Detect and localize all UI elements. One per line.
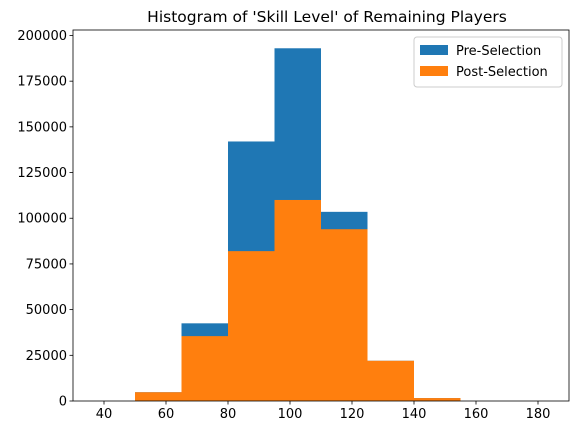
x-tick-label-120: 120	[340, 407, 365, 422]
y-tick-label-100000: 100000	[17, 212, 67, 227]
y-tick-label-50000: 50000	[26, 303, 67, 318]
bars-group	[135, 48, 461, 402]
x-tick-label-160: 160	[464, 407, 489, 422]
x-tick-label-40: 40	[96, 407, 113, 422]
post-selection-bar-5	[321, 229, 368, 401]
legend-swatch-1	[420, 66, 448, 76]
post-selection-bar-1	[135, 392, 182, 401]
post-selection-bar-2	[181, 336, 228, 401]
legend: Pre-Selection Post-Selection	[413, 36, 563, 88]
x-tick-label-100: 100	[278, 407, 303, 422]
legend-label-1: Post-Selection	[456, 65, 548, 80]
x-tick-label-140: 140	[402, 407, 427, 422]
y-tick-label-150000: 150000	[17, 120, 67, 135]
y-tick-label-75000: 75000	[26, 257, 67, 272]
post-selection-bar-6	[367, 360, 414, 401]
plot-frame	[72, 29, 570, 402]
post-selection-bar-3	[228, 251, 275, 401]
post-selection-bar-4	[274, 199, 321, 401]
y-tick-label-25000: 25000	[26, 349, 67, 364]
y-tick-label-175000: 175000	[17, 75, 67, 90]
chart-title: Histogram of 'Skill Level' of Remaining …	[147, 8, 507, 26]
legend-label-0: Pre-Selection	[456, 44, 541, 59]
y-tick-label-200000: 200000	[17, 29, 67, 44]
x-tick-label-80: 80	[220, 407, 237, 422]
axes-group: 40 60 80 100 120 140 160 180 0 25000 50000 75000 100…	[17, 29, 570, 422]
x-tick-label-60: 60	[158, 407, 175, 422]
y-tick-label-0: 0	[59, 395, 67, 410]
legend-swatch-0	[420, 45, 448, 55]
x-tick-label-180: 180	[526, 407, 551, 422]
legend-box	[413, 36, 563, 88]
y-tick-label-125000: 125000	[17, 166, 67, 181]
post-selection-bar-7	[414, 398, 461, 401]
